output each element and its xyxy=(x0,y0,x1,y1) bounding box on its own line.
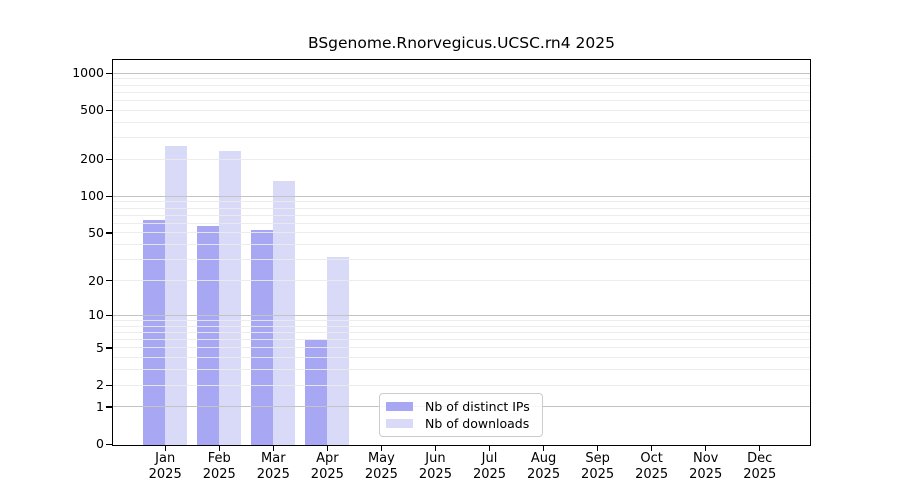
x-axis-tick xyxy=(434,445,437,451)
bar-distinct-ips-feb xyxy=(196,225,219,445)
legend-item-distinct-ips: Nb of distinct IPs xyxy=(386,399,534,416)
minor-gridline xyxy=(113,121,810,123)
y-tick-label-5: 5 xyxy=(96,339,104,355)
x-tick-label-mar: Mar 2025 xyxy=(256,451,290,482)
x-tick-label-feb: Feb 2025 xyxy=(202,451,236,482)
bar-distinct-ips-jan xyxy=(142,219,165,445)
x-axis-tick xyxy=(326,445,329,451)
y-axis-tick xyxy=(105,72,113,74)
y-tick-label-500: 500 xyxy=(80,102,104,118)
x-tick-label-nov: Nov 2025 xyxy=(689,451,723,482)
x-tick-label-dec: Dec 2025 xyxy=(743,451,777,482)
bar-downloads-apr xyxy=(326,256,349,445)
bar-downloads-feb xyxy=(218,151,241,445)
chart-title: BSgenome.Rnorvegicus.UCSC.rn4 2025 xyxy=(307,34,615,52)
y-tick-label-0: 0 xyxy=(96,436,104,451)
x-tick-label-apr: Apr 2025 xyxy=(310,451,344,482)
distinct-ips-swatch-icon xyxy=(386,402,413,412)
x-axis-tick xyxy=(705,445,707,451)
y-tick-label-1000: 1000 xyxy=(72,65,104,80)
x-tick-label-may: May 2025 xyxy=(364,451,398,482)
y-axis-tick xyxy=(105,232,113,234)
minor-gridline xyxy=(113,99,810,101)
x-tick-label-jan: Jan 2025 xyxy=(148,451,182,482)
y-axis-tick xyxy=(105,347,113,349)
y-tick-label-200: 200 xyxy=(80,151,104,167)
legend-label: Nb of distinct IPs xyxy=(425,399,530,415)
y-axis-tick xyxy=(105,406,113,408)
major-gridline xyxy=(113,195,810,197)
minor-gridline xyxy=(113,222,810,224)
x-tick-label-jul: Jul 2025 xyxy=(472,451,507,482)
bar-distinct-ips-mar xyxy=(250,230,273,445)
x-axis-tick xyxy=(164,445,166,451)
legend-label: Nb of downloads xyxy=(425,415,530,431)
y-axis-tick xyxy=(105,443,113,445)
minor-gridline xyxy=(113,109,810,111)
y-tick-label-10: 10 xyxy=(88,307,104,323)
y-tick-label-1: 1 xyxy=(96,398,104,414)
minor-gridline xyxy=(113,91,810,93)
x-tick-label-oct: Oct 2025 xyxy=(635,451,669,482)
y-axis-tick xyxy=(105,314,113,317)
x-tick-label-jun: Jun 2025 xyxy=(418,451,452,482)
plot-area: Nb of distinct IPs Nb of downloads xyxy=(112,58,811,446)
x-axis-tick xyxy=(597,445,599,451)
y-tick-label-50: 50 xyxy=(88,224,104,240)
y-axis-tick xyxy=(105,195,113,197)
legend: Nb of distinct IPs Nb of downloads xyxy=(379,392,543,437)
minor-gridline xyxy=(113,78,810,80)
minor-gridline xyxy=(113,158,810,160)
y-tick-label-100: 100 xyxy=(80,188,104,204)
minor-gridline xyxy=(113,137,810,138)
x-axis-tick xyxy=(651,445,653,451)
downloads-swatch-icon xyxy=(386,418,413,428)
y-axis-tick xyxy=(105,158,113,160)
x-tick-label-aug: Aug 2025 xyxy=(527,451,561,482)
x-axis-tick xyxy=(218,445,220,451)
minor-gridline xyxy=(113,207,810,209)
x-axis-tick xyxy=(380,445,383,451)
minor-gridline xyxy=(113,201,810,203)
legend-item-downloads: Nb of downloads xyxy=(386,415,534,432)
bar-distinct-ips-apr xyxy=(304,340,327,445)
minor-gridline xyxy=(113,84,810,86)
x-axis-tick xyxy=(488,445,491,451)
major-gridline xyxy=(113,72,810,74)
x-axis-tick xyxy=(759,445,761,451)
x-tick-label-sep: Sep 2025 xyxy=(581,451,615,482)
y-tick-label-2: 2 xyxy=(96,377,104,392)
y-axis-tick xyxy=(105,280,113,282)
y-axis-tick xyxy=(105,384,113,386)
x-axis-tick xyxy=(272,445,274,451)
y-tick-label-20: 20 xyxy=(88,272,104,288)
y-axis-tick xyxy=(105,109,113,111)
minor-gridline xyxy=(113,214,810,216)
bar-downloads-mar xyxy=(272,180,295,445)
bar-downloads-jan xyxy=(164,145,187,445)
x-axis-tick xyxy=(542,445,545,451)
